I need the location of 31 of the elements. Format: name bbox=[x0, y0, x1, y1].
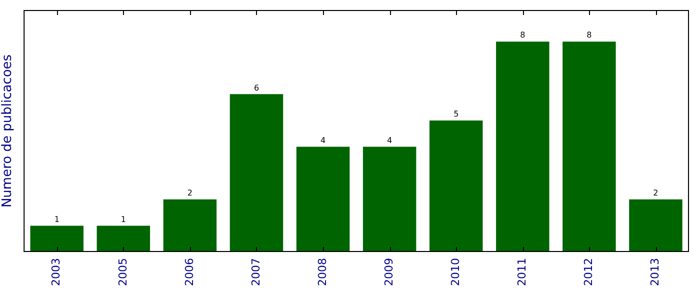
x-tick-label: 2003 bbox=[50, 258, 63, 286]
x-tick-label: 2011 bbox=[516, 258, 529, 286]
x-tick-label: 2005 bbox=[116, 258, 130, 286]
data-label: 5 bbox=[454, 110, 459, 119]
x-tick-label: 2013 bbox=[648, 258, 662, 286]
x-tick-label: 2008 bbox=[316, 258, 329, 286]
bar bbox=[230, 94, 284, 252]
data-label: 2 bbox=[187, 188, 192, 198]
bar bbox=[362, 146, 416, 252]
bar bbox=[429, 120, 483, 252]
x-tick-label: 2009 bbox=[382, 258, 396, 286]
y-axis-title: Numero de publicacoes bbox=[0, 54, 16, 208]
bar bbox=[163, 199, 217, 252]
data-label: 4 bbox=[320, 136, 326, 145]
data-label: 8 bbox=[520, 30, 526, 40]
data-label: 8 bbox=[586, 30, 592, 40]
bar bbox=[496, 42, 550, 252]
bar bbox=[629, 199, 682, 252]
data-label: 2 bbox=[653, 188, 658, 198]
bar bbox=[96, 226, 150, 252]
x-tick-label: 2006 bbox=[182, 258, 196, 286]
x-tick-label: 2007 bbox=[249, 258, 262, 286]
x-tick-label: 2010 bbox=[448, 258, 462, 286]
data-label: 6 bbox=[254, 83, 260, 92]
data-label: 1 bbox=[54, 214, 60, 224]
bar bbox=[562, 42, 616, 252]
data-label: 4 bbox=[387, 136, 392, 145]
data-label: 1 bbox=[120, 214, 126, 224]
bar bbox=[296, 146, 350, 252]
x-tick-label: 2012 bbox=[582, 258, 596, 286]
bar bbox=[30, 226, 84, 252]
